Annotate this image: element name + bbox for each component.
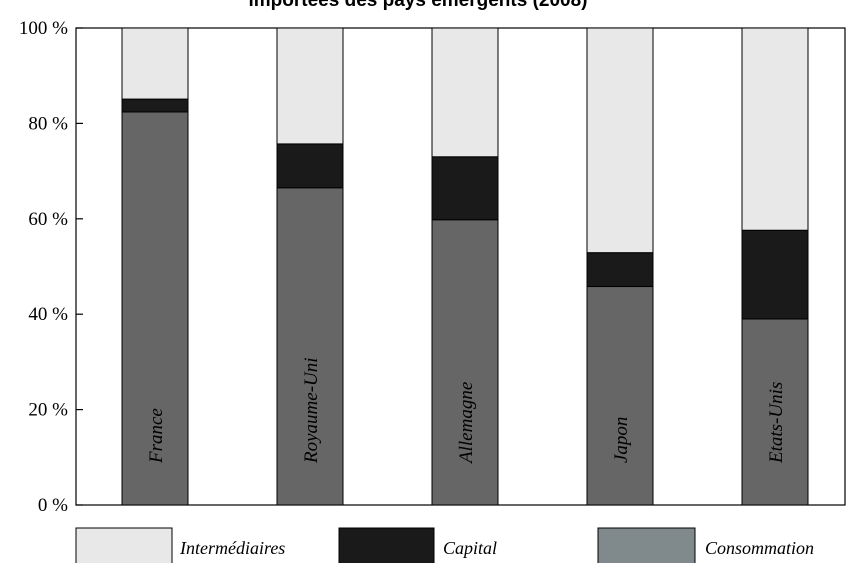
plot-area: 0 % 20 % 40 % 60 % 80 % 100 % France Royaume-Un… [19,18,846,516]
y-tick-label: 100 % [19,18,68,39]
legend-label: Consommation [705,538,814,558]
bar-segment-consommation [586,286,654,506]
y-tick-label: 60 % [28,209,68,230]
y-tick-label: 40 % [28,304,68,325]
category-label: Etats-Unis [766,382,787,464]
bar-segment-capital [741,229,809,320]
legend-swatch [597,527,696,563]
bar-segment-consommation [276,187,344,506]
y-tick-label: 80 % [28,113,68,134]
y-tick-label: 0 % [38,495,68,516]
bar-segment-capital [276,143,344,189]
bar-segment-capital [431,156,499,221]
category-label: Allemagne [456,382,477,465]
legend: Intermédiaires Capital Consommation [75,527,814,563]
legend-label: Capital [443,538,497,558]
bar-segment-capital [121,98,189,113]
category-label: Japon [611,417,632,463]
bar-segment-consommation [741,318,809,506]
y-tick-label: 20 % [28,400,68,421]
category-label: Royaume-Uni [301,357,322,464]
legend-label: Intermédiaires [179,538,285,558]
bar-segment-interm-diaires [431,27,499,158]
bar-segment-interm-diaires [121,27,189,100]
chart-title: importées des pays émergents (2008) [249,0,588,11]
bar-segment-consommation [431,219,499,506]
bar-segment-interm-diaires [741,27,809,231]
bar-segment-interm-diaires [276,27,344,145]
bar-segment-capital [586,252,654,288]
legend-swatch [75,527,173,563]
legend-swatch [338,527,435,563]
bar-segment-interm-diaires [586,27,654,254]
category-label: France [146,408,167,464]
